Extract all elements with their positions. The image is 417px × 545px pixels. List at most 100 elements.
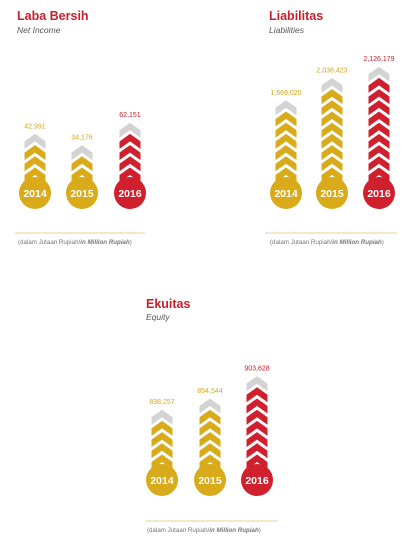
chevron-segment <box>199 409 221 425</box>
value-label-2015: 34,176 <box>71 135 93 142</box>
chevron-segment <box>119 133 141 149</box>
year-circle-2014 <box>146 464 178 496</box>
chevron-segment <box>368 77 390 93</box>
chevron-segment <box>119 145 141 161</box>
equity-note-text: (dalam Jutaan Rupiah/ <box>147 527 210 534</box>
bar-2015: 2015 854,544 <box>194 388 226 496</box>
chevron-segment <box>321 89 343 105</box>
year-circle-2016 <box>363 177 395 209</box>
chevron-segment <box>246 432 268 448</box>
chevron-segment <box>275 145 297 161</box>
year-circle-2016 <box>114 177 146 209</box>
value-label-2016: 62,151 <box>119 112 141 119</box>
chevron-top-grey <box>119 122 141 138</box>
chevron-segment <box>321 122 343 138</box>
year-label-2014: 2014 <box>150 475 174 487</box>
chevron-segment <box>368 100 390 116</box>
liabilities-note: (dalam Jutaan Rupiah/in Million Rupiah) <box>270 239 384 246</box>
liabilities-note-italic: in Million Rupiah <box>332 239 382 246</box>
chevron-segment <box>151 443 173 459</box>
chevron-segment <box>321 100 343 116</box>
year-label-2016: 2016 <box>118 188 142 200</box>
chevron-top-grey <box>321 77 343 93</box>
chevron-segment <box>368 145 390 161</box>
year-circle-2014 <box>19 177 51 209</box>
value-label-2016: 903,628 <box>244 366 269 373</box>
bar-2015: 2015 34,176 <box>66 135 98 209</box>
chevron-top-grey <box>275 100 297 116</box>
chevron-segment <box>119 156 141 172</box>
bar-2016: 2016 2,126,179 <box>363 56 395 209</box>
value-label-2015: 854,544 <box>197 388 222 395</box>
equity-subtitle: Equity <box>146 312 170 322</box>
net-income-note-italic: in Million Rupiah <box>80 239 130 246</box>
chevron-segment <box>199 432 221 448</box>
bar-2016: 2016 903,628 <box>241 366 273 496</box>
year-label-2014: 2014 <box>23 188 47 200</box>
chevron-segment <box>151 420 173 436</box>
year-label-2016: 2016 <box>367 188 391 200</box>
chevron-top-grey <box>368 66 390 82</box>
bar-2014: 2014 42,991 <box>19 123 51 209</box>
year-label-2015: 2015 <box>70 188 94 200</box>
year-label-2014: 2014 <box>274 188 298 200</box>
net-income-title: Laba Bersih <box>17 9 89 23</box>
value-label-2015: 2,038,423 <box>316 67 347 74</box>
year-label-2016: 2016 <box>245 475 269 487</box>
liabilities-note-end: ) <box>381 239 384 246</box>
chevron-segment <box>246 387 268 403</box>
chevron-segment <box>368 89 390 105</box>
bar-2015: 2015 2,038,423 <box>316 67 348 209</box>
liabilities-subtitle: Liabilities <box>269 25 304 35</box>
chevron-top-grey <box>151 409 173 425</box>
chevron-top-grey <box>71 145 93 161</box>
chevron-segment <box>246 443 268 459</box>
year-label-2015: 2015 <box>198 475 222 487</box>
chevron-segment <box>151 432 173 448</box>
equity-note-end: ) <box>258 527 261 534</box>
chevron-top-grey <box>246 376 268 392</box>
year-circle-2014 <box>270 177 302 209</box>
chevron-top-grey <box>199 398 221 414</box>
chevron-segment <box>321 145 343 161</box>
chevron-segment <box>246 409 268 425</box>
chevron-segment <box>24 145 46 161</box>
bar-2016: 2016 62,151 <box>114 112 146 209</box>
year-circle-2016 <box>241 464 273 496</box>
chevron-segment <box>275 122 297 138</box>
chevron-segment <box>321 133 343 149</box>
equity-title: Ekuitas <box>146 297 191 311</box>
liabilities-chart: 2014 1,669,020 2015 2,038,423 2016 2,126,179 <box>265 56 397 234</box>
value-label-2014: 42,991 <box>24 123 46 130</box>
net-income-note: (dalam Jutaan Rupiah/in Million Rupiah) <box>18 239 132 246</box>
liabilities-note-text: (dalam Jutaan Rupiah/ <box>270 239 333 246</box>
year-circle-2015 <box>194 464 226 496</box>
year-label-2015: 2015 <box>320 188 344 200</box>
chevron-segment <box>199 420 221 436</box>
chevron-segment <box>321 111 343 127</box>
value-label-2014: 1,669,020 <box>270 90 301 97</box>
chevron-top-grey <box>24 133 46 149</box>
net-income-note-text: (dalam Jutaan Rupiah/ <box>18 239 81 246</box>
chevron-segment <box>321 156 343 172</box>
net-income-note-end: ) <box>129 239 132 246</box>
value-label-2016: 2,126,179 <box>363 56 394 63</box>
equity-note-italic: in Million Rupiah <box>209 527 259 534</box>
chevron-segment <box>368 156 390 172</box>
chevron-segment <box>246 420 268 436</box>
chevron-segment <box>71 156 93 172</box>
equity-note: (dalam Jutaan Rupiah/in Million Rupiah) <box>147 527 261 534</box>
liabilities-title: Liabilitas <box>269 9 324 23</box>
year-circle-2015 <box>66 177 98 209</box>
chevron-segment <box>368 111 390 127</box>
bar-2014: 2014 838,257 <box>146 399 178 496</box>
chevron-segment <box>275 133 297 149</box>
chevron-segment <box>24 156 46 172</box>
net-income-chart: 2014 42,991 2015 34,176 2016 62,151 <box>15 112 146 234</box>
year-circle-2015 <box>316 177 348 209</box>
chevron-segment <box>275 111 297 127</box>
net-income-subtitle: Net Income <box>17 25 61 35</box>
chevron-segment <box>368 133 390 149</box>
chevron-segment <box>246 398 268 414</box>
